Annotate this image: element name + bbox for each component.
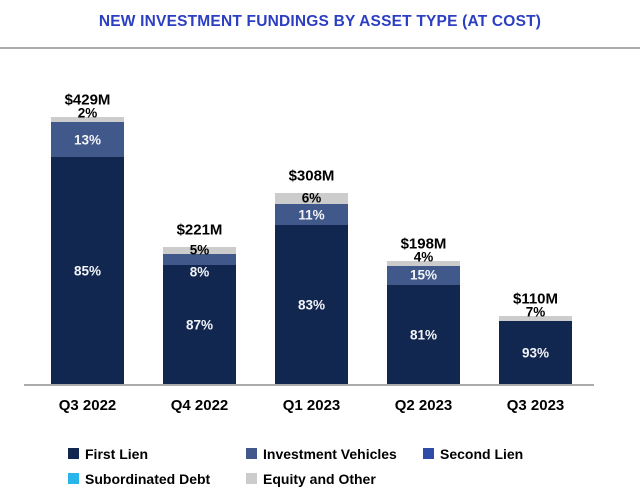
legend-label-equity-and-other: Equity and Other [263, 470, 376, 487]
segment-label-equity-and-other: 7% [525, 304, 546, 320]
segment-label-first-lien: 93% [521, 345, 550, 361]
segment-investment-vehicles [51, 122, 124, 158]
legend-item-investment-vehicles: Investment Vehicles [246, 445, 397, 462]
bar-total-label: $308M [288, 167, 335, 184]
legend-item-second-lien: Second Lien [423, 445, 524, 462]
segment-first-lien [499, 321, 572, 385]
segment-label-first-lien: 87% [185, 317, 214, 333]
x-axis-line [24, 384, 594, 386]
segment-first-lien [163, 264, 236, 385]
segment-investment-vehicles [275, 204, 348, 226]
legend-item-first-lien: First Lien [68, 445, 149, 462]
legend-swatch-equity-and-other [246, 473, 257, 484]
legend-item-subordinated-debt: Subordinated Debt [68, 470, 211, 487]
segment-label-investment-vehicles: 11% [298, 207, 325, 223]
legend-swatch-subordinated-debt [68, 473, 79, 484]
legend-swatch-first-lien [68, 448, 79, 459]
legend-swatch-second-lien [423, 448, 434, 459]
segment-label-equity-and-other: 5% [189, 242, 210, 258]
x-axis-label: Q1 2023 [282, 397, 341, 414]
segment-equity-and-other [275, 192, 348, 205]
segment-equity-and-other [163, 246, 236, 254]
segment-label-first-lien: 81% [409, 327, 438, 343]
segment-investment-vehicles [387, 266, 460, 285]
bar-total-label: $429M [64, 91, 111, 109]
x-axis-label: Q4 2022 [170, 397, 229, 414]
bar-total-label: $198M [400, 235, 447, 253]
bar-total-label: $110M [512, 290, 559, 308]
x-axis-label: Q2 2023 [394, 397, 453, 414]
legend-label-second-lien: Second Lien [440, 445, 524, 462]
segment-label-equity-and-other: 2% [77, 105, 98, 121]
segment-first-lien [275, 225, 348, 385]
segment-first-lien [51, 157, 124, 385]
segment-label-equity-and-other: 6% [301, 190, 322, 206]
legend-label-first-lien: First Lien [85, 445, 149, 462]
segment-equity-and-other [499, 316, 572, 322]
legend-swatch-investment-vehicles [246, 448, 257, 459]
segment-investment-vehicles [163, 253, 236, 265]
title-divider [0, 47, 640, 49]
segment-equity-and-other [387, 261, 460, 267]
segment-first-lien [387, 284, 460, 385]
segment-label-investment-vehicles: 13% [73, 132, 102, 148]
x-axis-label: Q3 2023 [506, 397, 565, 414]
legend-item-equity-and-other: Equity and Other [246, 470, 376, 487]
segment-label-first-lien: 85% [73, 263, 102, 279]
segment-label-equity-and-other: 4% [413, 249, 434, 265]
legend-label-investment-vehicles: Investment Vehicles [263, 445, 397, 462]
segment-label-investment-vehicles: 15% [409, 267, 438, 283]
x-axis-label: Q3 2022 [58, 397, 117, 414]
chart-title: NEW INVESTMENT FUNDINGS BY ASSET TYPE (A… [98, 13, 542, 30]
legend-label-subordinated-debt: Subordinated Debt [85, 470, 211, 487]
bar-total-label: $221M [176, 221, 223, 239]
segment-equity-and-other [51, 116, 124, 123]
segment-label-first-lien: 83% [297, 297, 326, 313]
segment-label-investment-vehicles: 8% [189, 264, 210, 280]
